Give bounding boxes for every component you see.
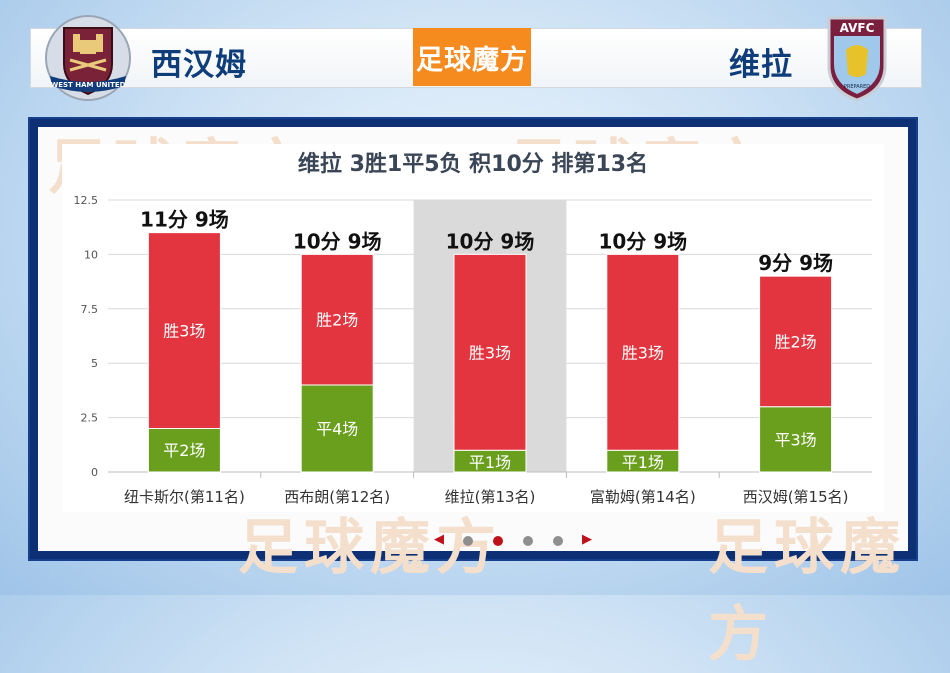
win-bar-label: 胜2场 bbox=[316, 311, 358, 330]
x-category-label: 西布朗(第12名) bbox=[284, 488, 390, 506]
watermark-bottom-right: 足球魔方 bbox=[708, 513, 906, 670]
draw-bar-label: 平4场 bbox=[316, 419, 358, 438]
away-crest-motto: PREPARED bbox=[844, 84, 870, 90]
y-tick-label: 2.5 bbox=[81, 412, 99, 425]
pager-dot-3[interactable] bbox=[523, 536, 533, 546]
win-bar bbox=[606, 253, 680, 451]
total-label: 11分 9场 bbox=[140, 208, 229, 232]
y-tick-label: 10 bbox=[84, 248, 98, 261]
win-bar-label: 胜2场 bbox=[775, 332, 817, 351]
total-label: 9分 9场 bbox=[758, 251, 833, 275]
pager-dot-2[interactable] bbox=[493, 536, 503, 546]
win-bar bbox=[300, 253, 374, 386]
win-bar bbox=[759, 275, 833, 408]
away-crest-text: AVFC bbox=[840, 21, 875, 35]
match-header: 西汉姆 足球魔方 维拉 bbox=[30, 28, 922, 88]
draw-bar bbox=[759, 406, 833, 473]
x-category-label: 维拉(第13名) bbox=[445, 488, 536, 506]
x-category-label: 纽卡斯尔(第11名) bbox=[124, 488, 245, 506]
home-team-name: 西汉姆 bbox=[151, 47, 247, 83]
y-tick-label: 5 bbox=[91, 357, 98, 370]
home-crest-text: WEST HAM UNITED bbox=[51, 81, 126, 89]
next-arrow-icon[interactable]: ▶ bbox=[582, 532, 592, 547]
x-category-label: 西汉姆(第15名) bbox=[743, 488, 849, 506]
draw-bar-label: 平3场 bbox=[775, 430, 817, 449]
aston-villa-crest-icon: AVFC PREPARED bbox=[827, 16, 887, 102]
prev-arrow-icon[interactable]: ◀ bbox=[434, 532, 444, 547]
away-team-name: 维拉 bbox=[729, 47, 793, 83]
win-bar-label: 胜3场 bbox=[469, 343, 511, 362]
total-label: 10分 9场 bbox=[598, 229, 687, 253]
win-bar bbox=[147, 232, 221, 429]
chart-area: 0 2.5 5 7.5 10 12.5 平2场 胜3场 11分 9场纽卡斯尔(第11名) 平4场 胜… bbox=[62, 144, 884, 512]
draw-bar-label: 平2场 bbox=[163, 441, 205, 460]
y-tick-label: 0 bbox=[91, 466, 98, 479]
draw-bar-label: 平1场 bbox=[622, 453, 664, 472]
pager-dot-1[interactable] bbox=[463, 536, 473, 546]
win-bar-label: 胜3场 bbox=[622, 343, 664, 362]
y-tick-label: 12.5 bbox=[74, 194, 99, 207]
pager-dot-4[interactable] bbox=[553, 536, 563, 546]
x-category-label: 富勒姆(第14名) bbox=[590, 488, 696, 506]
chart-title: 维拉 3胜1平5负 积10分 排第13名 bbox=[297, 152, 649, 177]
watermark-bottom-left: 足球魔方 bbox=[238, 513, 502, 583]
win-bar bbox=[453, 253, 527, 451]
west-ham-crest-icon: WEST HAM UNITED bbox=[45, 15, 131, 101]
y-tick-label: 7.5 bbox=[81, 303, 99, 316]
draw-bar-label: 平1场 bbox=[469, 453, 511, 472]
chart-pager: ◀ ▶ bbox=[430, 532, 600, 550]
total-label: 10分 9场 bbox=[293, 229, 382, 253]
draw-bar bbox=[300, 384, 374, 473]
win-bar-label: 胜3场 bbox=[163, 322, 205, 341]
site-logo[interactable]: 足球魔方 bbox=[413, 28, 531, 86]
total-label: 10分 9场 bbox=[446, 229, 535, 253]
